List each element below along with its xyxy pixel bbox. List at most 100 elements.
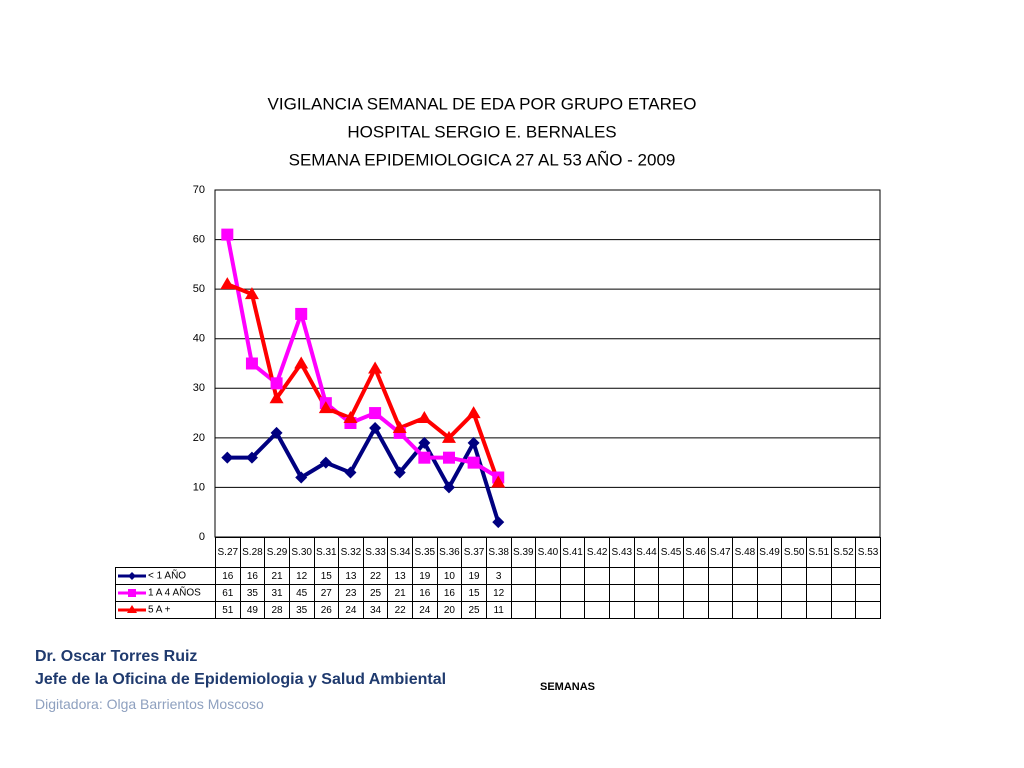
table-value (830, 584, 857, 602)
point (319, 456, 332, 469)
table-value: 27 (313, 584, 340, 602)
table-value: 21 (387, 584, 413, 602)
table-value (732, 567, 758, 585)
y-tick-label: 20 (193, 432, 205, 444)
table-value: 24 (338, 601, 364, 619)
table-value: 25 (362, 584, 389, 602)
table-value (781, 601, 807, 619)
x-tick-label: S.42 (584, 537, 610, 568)
table-value (535, 601, 561, 619)
table-value (707, 601, 734, 619)
table-value (732, 601, 758, 619)
table-value (559, 567, 586, 585)
table-value: 16 (436, 584, 463, 602)
x-tick-label: S.27 (215, 537, 241, 568)
y-tick-label: 10 (193, 481, 205, 493)
table-value: 22 (387, 601, 413, 619)
x-tick-label: S.38 (485, 537, 512, 568)
x-tick-label: S.50 (781, 537, 807, 568)
table-value (633, 601, 660, 619)
x-tick-label: S.34 (387, 537, 413, 568)
table-value: 23 (338, 584, 364, 602)
table-value (855, 601, 881, 619)
point (128, 572, 136, 580)
table-value (855, 567, 881, 585)
point (295, 307, 308, 320)
data-table: S.27 S.28 S.29 S.30 S.31 S.32 S.33 S.34 S.35 S.36… (115, 537, 881, 619)
table-value: 61 (215, 584, 241, 602)
x-tick-label: S.31 (313, 537, 340, 568)
point (467, 436, 480, 449)
series-row: 1 A 4 AÑOS 61 35 31 45 27 23 25 21 16 16 15 12 (115, 584, 881, 602)
point (245, 451, 258, 464)
table-value (510, 567, 537, 585)
x-tick-label: S.49 (756, 537, 783, 568)
legend-key (118, 572, 146, 580)
table-value: 24 (412, 601, 438, 619)
point (344, 466, 357, 479)
point (417, 411, 432, 424)
x-tick-label: S.30 (288, 537, 315, 568)
table-value (781, 584, 807, 602)
series-row: < 1 AÑO 16 16 21 12 15 13 22 13 19 10 19 3 (115, 567, 881, 585)
table-value: 31 (264, 584, 290, 602)
header-row: S.27 S.28 S.29 S.30 S.31 S.32 S.33 S.34 S.35 S.36… (116, 537, 881, 568)
chart-title: HOSPITAL SERGIO E. BERNALES (347, 122, 616, 141)
table-value: 28 (264, 601, 290, 619)
table-value: 16 (239, 567, 266, 585)
table-value: 12 (485, 584, 512, 602)
table-value: 10 (436, 567, 463, 585)
table-value: 26 (313, 601, 340, 619)
table-value: 49 (239, 601, 266, 619)
author-position: Jefe de la Oficina de Epidemiologia y Sa… (35, 671, 447, 688)
table-value (609, 567, 635, 585)
series-row: 5 A +51 49 28 35 26 24 34 22 24 20 25 11 (115, 601, 881, 619)
table-value (806, 601, 832, 619)
y-tick-label: 0 (199, 531, 205, 543)
point (418, 451, 431, 464)
point (269, 391, 284, 404)
y-tick-label: 60 (193, 233, 205, 245)
point (295, 471, 308, 484)
x-tick-label: S.52 (830, 537, 857, 568)
point (491, 475, 506, 488)
table-value (855, 584, 881, 602)
table-value (584, 584, 610, 602)
table-value (559, 584, 586, 602)
legend-label: 1 A 4 AÑOS (148, 587, 201, 599)
point (221, 451, 234, 464)
table-value (756, 567, 783, 585)
x-tick-label: S.37 (461, 537, 487, 568)
table-value: 15 (461, 584, 487, 602)
x-tick-label: S.39 (510, 537, 537, 568)
table-value (633, 584, 660, 602)
table-value (633, 567, 660, 585)
table-value (584, 567, 610, 585)
table-value: 13 (387, 567, 413, 585)
table-value: 21 (264, 567, 290, 585)
table-value (756, 584, 783, 602)
table-value: 16 (412, 584, 438, 602)
table-value (584, 601, 610, 619)
table-value: 12 (288, 567, 315, 585)
x-tick-label: S.44 (633, 537, 660, 568)
table-value (682, 567, 709, 585)
table-value: 16 (215, 567, 241, 585)
table-value (830, 567, 857, 585)
point (492, 516, 505, 529)
table-value: 15 (313, 567, 340, 585)
point (128, 589, 136, 597)
table-value (830, 601, 857, 619)
table-value (732, 584, 758, 602)
x-tick-label: S.47 (707, 537, 734, 568)
x-tick-label: S.43 (609, 537, 635, 568)
table-value: 25 (461, 601, 487, 619)
point (442, 481, 455, 494)
x-tick-label: S.45 (658, 537, 684, 568)
point (270, 426, 283, 439)
table-value: 34 (362, 601, 389, 619)
legend-label: 5 A + (148, 604, 171, 616)
table-value: 3 (485, 567, 512, 585)
y-tick-label: 50 (193, 283, 205, 295)
